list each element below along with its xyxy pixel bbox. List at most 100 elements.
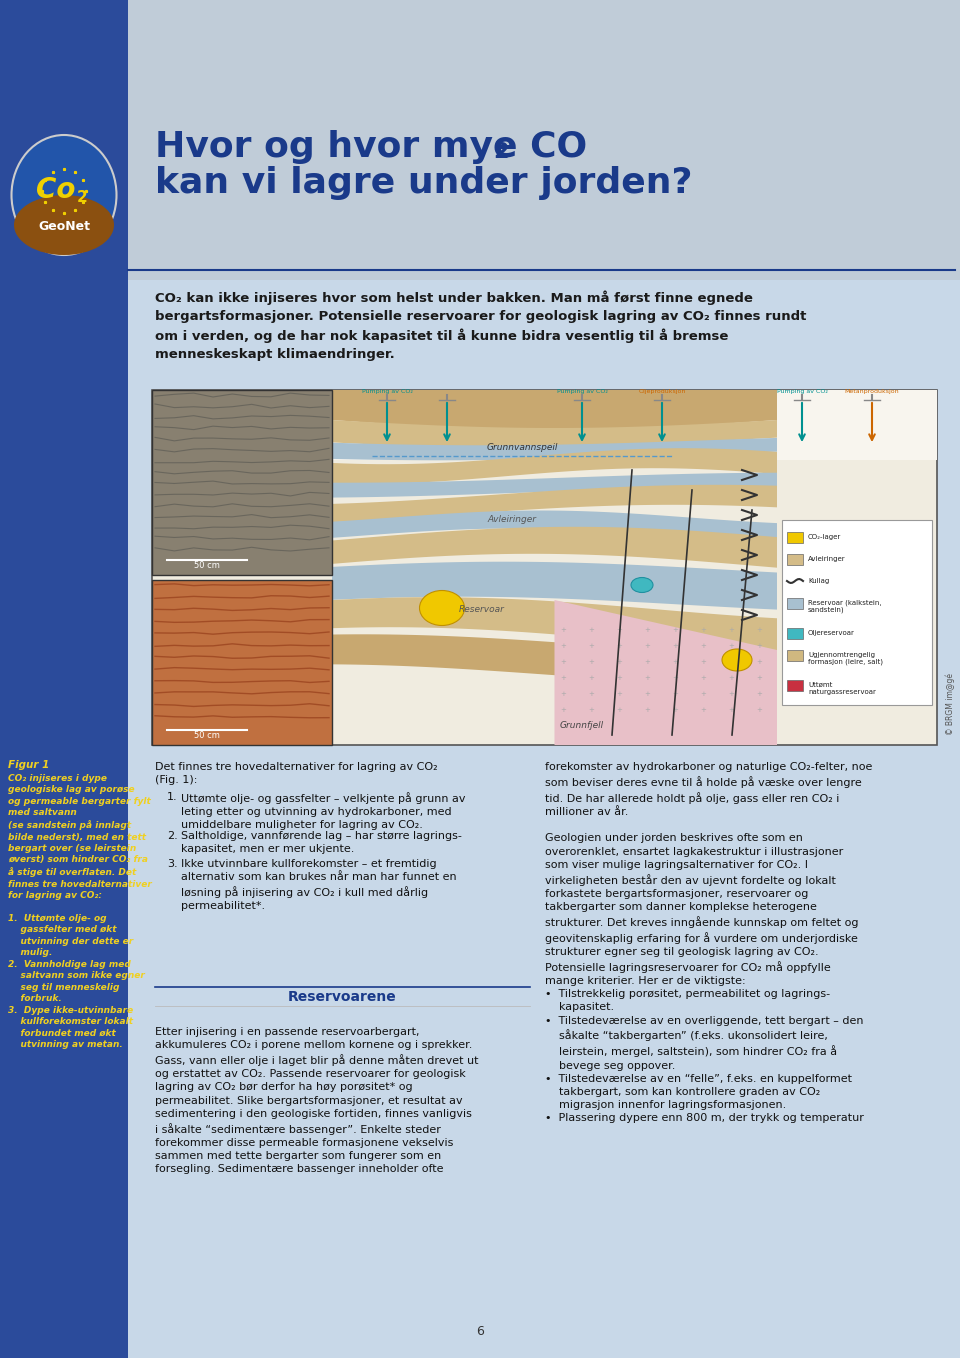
Text: Grunnfjell: Grunnfjell bbox=[560, 721, 604, 731]
Polygon shape bbox=[555, 600, 777, 746]
Text: Pumping av CO₂: Pumping av CO₂ bbox=[557, 388, 608, 394]
Text: Uttømt: Uttømt bbox=[808, 682, 832, 689]
Text: CO₂ injiseres i dype
geologiske lag av porøse
og permeable bergarter fylt
med sa: CO₂ injiseres i dype geologiske lag av p… bbox=[8, 774, 152, 1048]
Text: +: + bbox=[672, 627, 679, 633]
Text: +: + bbox=[701, 659, 707, 665]
Text: +: + bbox=[672, 659, 679, 665]
Text: Reservoar: Reservoar bbox=[459, 606, 505, 615]
Text: +: + bbox=[729, 627, 734, 633]
Polygon shape bbox=[332, 562, 777, 610]
Text: 50 cm: 50 cm bbox=[194, 561, 220, 570]
Polygon shape bbox=[332, 511, 777, 542]
Bar bbox=[152, 390, 937, 746]
Text: +: + bbox=[701, 642, 707, 649]
Text: +: + bbox=[616, 627, 622, 633]
Text: CO₂-lager: CO₂-lager bbox=[808, 534, 841, 540]
Bar bbox=[332, 390, 937, 460]
Bar bbox=[152, 390, 332, 574]
Ellipse shape bbox=[14, 196, 114, 255]
Text: 3.: 3. bbox=[167, 860, 178, 869]
Text: +: + bbox=[561, 708, 566, 713]
Polygon shape bbox=[332, 598, 777, 650]
Text: +: + bbox=[644, 691, 650, 697]
Polygon shape bbox=[332, 634, 777, 684]
Text: +: + bbox=[701, 675, 707, 680]
Text: +: + bbox=[616, 659, 622, 665]
Text: 1.: 1. bbox=[167, 792, 178, 803]
Text: Det finnes tre hovedalternativer for lagring av CO₂
(​Fig. 1​):: Det finnes tre hovedalternativer for lag… bbox=[155, 762, 438, 785]
Bar bbox=[787, 650, 803, 661]
Text: 6: 6 bbox=[476, 1325, 484, 1338]
Bar bbox=[782, 520, 932, 705]
Text: GeoNet: GeoNet bbox=[38, 220, 90, 234]
Text: +: + bbox=[561, 675, 566, 680]
Text: +: + bbox=[756, 627, 762, 633]
Text: 2: 2 bbox=[77, 190, 87, 205]
Text: +: + bbox=[616, 642, 622, 649]
Text: +: + bbox=[756, 708, 762, 713]
Bar bbox=[152, 580, 332, 746]
Text: +: + bbox=[616, 691, 622, 697]
Text: Reservoar (kalkstein,: Reservoar (kalkstein, bbox=[808, 600, 881, 606]
Bar bbox=[787, 554, 803, 565]
Text: +: + bbox=[588, 691, 594, 697]
Text: Pumping av CO₂: Pumping av CO₂ bbox=[777, 388, 828, 394]
Polygon shape bbox=[332, 390, 777, 430]
Text: CO₂ kan ikke injiseres hvor som helst under bakken. Man må først finne egnede
be: CO₂ kan ikke injiseres hvor som helst un… bbox=[155, 291, 806, 361]
Text: 2.: 2. bbox=[167, 831, 178, 841]
Ellipse shape bbox=[722, 649, 752, 671]
Text: +: + bbox=[561, 627, 566, 633]
Text: naturgassreservoar: naturgassreservoar bbox=[808, 689, 876, 695]
Text: +: + bbox=[616, 708, 622, 713]
Polygon shape bbox=[332, 420, 777, 448]
Ellipse shape bbox=[12, 134, 116, 255]
Polygon shape bbox=[332, 473, 777, 497]
Text: +: + bbox=[672, 708, 679, 713]
Text: +: + bbox=[701, 708, 707, 713]
Polygon shape bbox=[332, 448, 777, 485]
Text: Avleiringer: Avleiringer bbox=[488, 516, 537, 524]
Text: +: + bbox=[672, 691, 679, 697]
Text: Saltholdige, vannførende lag – har større lagrings-
kapasitet, men er mer ukjent: Saltholdige, vannførende lag – har størr… bbox=[181, 831, 462, 854]
Text: Co: Co bbox=[36, 177, 76, 204]
Polygon shape bbox=[332, 527, 777, 568]
Text: © BRGM im@gé: © BRGM im@gé bbox=[946, 674, 955, 735]
Text: +: + bbox=[729, 642, 734, 649]
Text: +: + bbox=[672, 642, 679, 649]
Text: +: + bbox=[644, 642, 650, 649]
Text: +: + bbox=[756, 675, 762, 680]
Text: +: + bbox=[561, 691, 566, 697]
Text: Figur 1: Figur 1 bbox=[8, 760, 49, 770]
Text: Pumping av CO₂: Pumping av CO₂ bbox=[362, 388, 413, 394]
Text: +: + bbox=[644, 659, 650, 665]
Text: +: + bbox=[644, 675, 650, 680]
Text: +: + bbox=[701, 627, 707, 633]
Text: formasjon (leire, salt): formasjon (leire, salt) bbox=[808, 659, 883, 665]
Text: +: + bbox=[561, 642, 566, 649]
Text: +: + bbox=[756, 659, 762, 665]
Text: sandstein): sandstein) bbox=[808, 607, 845, 614]
Text: Oljereservoar: Oljereservoar bbox=[808, 630, 854, 636]
Text: +: + bbox=[756, 642, 762, 649]
Text: Kullag: Kullag bbox=[808, 579, 829, 584]
Text: Ikke utvinnbare kullforekomster – et fremtidig
alternativ som kan brukes når man: Ikke utvinnbare kullforekomster – et fre… bbox=[181, 860, 457, 911]
Text: 2: 2 bbox=[493, 143, 509, 162]
Text: +: + bbox=[644, 708, 650, 713]
Text: Oljeproduksjon: Oljeproduksjon bbox=[638, 388, 685, 394]
Polygon shape bbox=[332, 485, 777, 523]
Text: 50 cm: 50 cm bbox=[194, 731, 220, 740]
Text: +: + bbox=[561, 659, 566, 665]
Polygon shape bbox=[332, 437, 777, 460]
Text: +: + bbox=[756, 691, 762, 697]
Text: Reservoarene: Reservoarene bbox=[288, 990, 396, 1004]
Text: Hvor og hvor mye CO: Hvor og hvor mye CO bbox=[155, 130, 588, 164]
Text: Metanproduksjon: Metanproduksjon bbox=[845, 388, 900, 394]
Bar bbox=[787, 598, 803, 608]
Text: Uttømte olje- og gassfelter – velkjente på grunn av
leting etter og utvinning av: Uttømte olje- og gassfelter – velkjente … bbox=[181, 792, 466, 830]
Ellipse shape bbox=[420, 591, 465, 626]
Bar bbox=[128, 0, 960, 280]
Text: +: + bbox=[729, 675, 734, 680]
Text: forekomster av hydrokarboner og naturlige CO₂-felter, noe
som beviser deres evne: forekomster av hydrokarboner og naturlig… bbox=[545, 762, 873, 1123]
Text: +: + bbox=[616, 675, 622, 680]
Text: kan vi lagre under jorden?: kan vi lagre under jorden? bbox=[155, 166, 692, 200]
